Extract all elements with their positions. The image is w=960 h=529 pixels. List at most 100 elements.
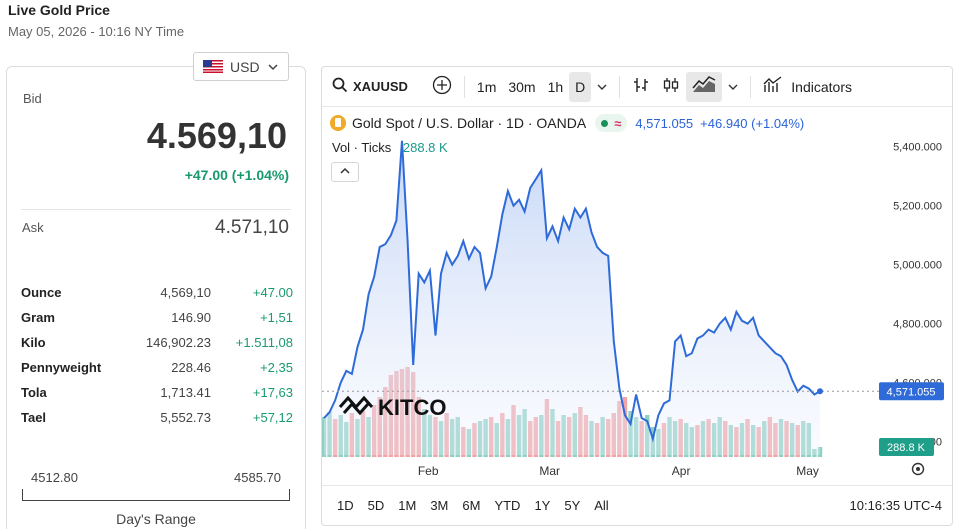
unit-name: Gram [21,310,55,325]
unit-change: +17,63 [252,385,293,400]
ask-label: Ask [22,220,44,235]
volume-badge [879,438,934,456]
legend-title: Gold Spot / U.S. Dollar · 1D · OANDA [352,115,587,131]
interval-1h[interactable]: 1h [547,78,564,95]
divider [21,209,291,210]
table-row: Pennyweight 228.46 +2,35 [21,355,293,380]
y-tick-label: 5,400.000 [893,142,942,154]
table-row: Tael 5,552.73 +57,12 [21,405,293,430]
chart-toolbar: XAUUSD 1m 30m 1h D [322,67,952,107]
candles-button[interactable] [656,72,686,102]
chevron-down-icon [728,79,738,95]
unit-name: Tael [21,410,47,425]
interval-30m[interactable]: 30m [508,78,536,95]
range-1y[interactable]: 1Y [534,498,551,513]
units-table: Ounce 4,569,10 +47.00 Gram 146.90 +1,51 … [21,280,293,430]
last-price-dot [817,388,823,395]
range-all[interactable]: All [594,498,609,513]
range-1m[interactable]: 1M [398,498,417,513]
interval-1m[interactable]: 1m [476,78,497,95]
range-1d[interactable]: 1D [337,498,354,513]
kitco-logo [338,395,374,416]
x-tick-label: May [796,464,819,478]
gear-ring [911,462,925,476]
area-chart-icon [692,76,716,97]
collapse-legend-button[interactable] [331,162,359,182]
range-bar: 1D 5D 1M 3M 6M YTD 1Y 5Y All 10:16:35 UT… [322,485,952,525]
toolbar-divider [619,75,621,98]
chevron-down-icon [597,79,607,95]
price-line [323,140,821,443]
page-title: Live Gold Price [8,2,110,18]
unit-change: +1.511,08 [235,335,293,350]
area-style-button[interactable] [686,71,723,102]
page-subtitle: May 05, 2026 - 10:16 NY Time [8,24,185,39]
range-5d[interactable]: 5D [367,498,385,513]
volume-legend: Vol · Ticks 288.8 K [332,140,448,155]
volume-value: 288.8 K [402,140,448,155]
ohlc-bars-icon [632,76,650,97]
live-status-pill[interactable]: ≈ [595,114,628,132]
table-row: Ounce 4,569,10 +47.00 [21,280,293,305]
indicators-button[interactable]: Indicators [757,72,858,102]
compare-button[interactable] [426,72,458,102]
unit-price: 146,902.23 [145,335,211,350]
us-flag-icon [203,60,223,73]
price-panel: Bid 4.569,10 +47.00 (+1.04%) Ask 4.571,1… [6,66,306,529]
x-tick-label: Apr [672,464,691,478]
currency-value: USD [230,58,260,75]
y-tick-label: 5,200.000 [893,201,942,213]
gear-hub [916,467,920,471]
unit-change: +2,35 [260,360,293,375]
unit-change: +57,12 [252,410,293,425]
legend-last: 4,571.055 [635,115,694,131]
settings-gear-icon [911,462,925,476]
indicators-icon [763,76,783,97]
candlestick-icon [662,76,680,97]
volume-badge-label: 288.8 K [887,442,926,454]
chart-type-menu-button[interactable] [722,72,744,102]
currency-select[interactable]: USD [193,52,289,81]
unit-name: Pennyweight [21,360,102,375]
unit-price: 146.90 [171,310,211,325]
bid-change: +47.00 (+1.04%) [184,167,289,183]
search-icon [332,77,348,96]
add-icon [432,75,452,98]
chevron-up-icon [340,166,350,178]
day-range-bar [22,489,290,501]
unit-name: Ounce [21,285,62,300]
indicators-label: Indicators [791,78,852,95]
y-tick-label: 4,800.000 [893,319,942,331]
toolbar-divider [750,75,752,98]
volume-label: Vol · Ticks [332,140,392,155]
live-dot-icon [601,119,609,127]
gold-coin-icon [330,115,346,131]
table-row: Gram 146.90 +1,51 [21,305,293,330]
day-range-label: Day's Range [116,511,196,527]
range-3m[interactable]: 3M [430,498,449,513]
unit-price: 5,552.73 [160,410,211,425]
legend-change: +46.940 (+1.04%) [700,115,805,131]
interval-menu-button[interactable] [591,72,613,102]
symbol-label: XAUUSD [353,79,408,94]
bar-style-button[interactable] [626,72,656,102]
last-price-badge [879,382,944,401]
range-6m[interactable]: 6M [462,498,481,513]
wave-icon: ≈ [614,115,622,131]
day-range-low: 4512.80 [31,470,78,485]
price-chart: 5,400.0005,200.0005,000.0004,800.0004,60… [322,140,944,478]
range-5y[interactable]: 5Y [564,498,581,513]
chart-clock[interactable]: 10:16:35 UTC-4 [849,498,943,513]
unit-price: 228.46 [171,360,211,375]
unit-price: 4,569,10 [160,285,211,300]
ask-value: 4.571,10 [215,217,289,238]
interval-d[interactable]: D [569,71,592,102]
unit-name: Tola [21,385,47,400]
range-ytd[interactable]: YTD [494,498,521,513]
unit-change: +47.00 [252,285,293,300]
chart-legend: Gold Spot / U.S. Dollar · 1D · OANDA ≈ 4… [330,114,804,132]
chart-widget: XAUUSD 1m 30m 1h D [321,66,953,526]
table-row: Kilo 146,902.23 +1.511,08 [21,330,293,355]
symbol-search[interactable]: XAUUSD [326,72,414,102]
price-area [324,140,820,456]
